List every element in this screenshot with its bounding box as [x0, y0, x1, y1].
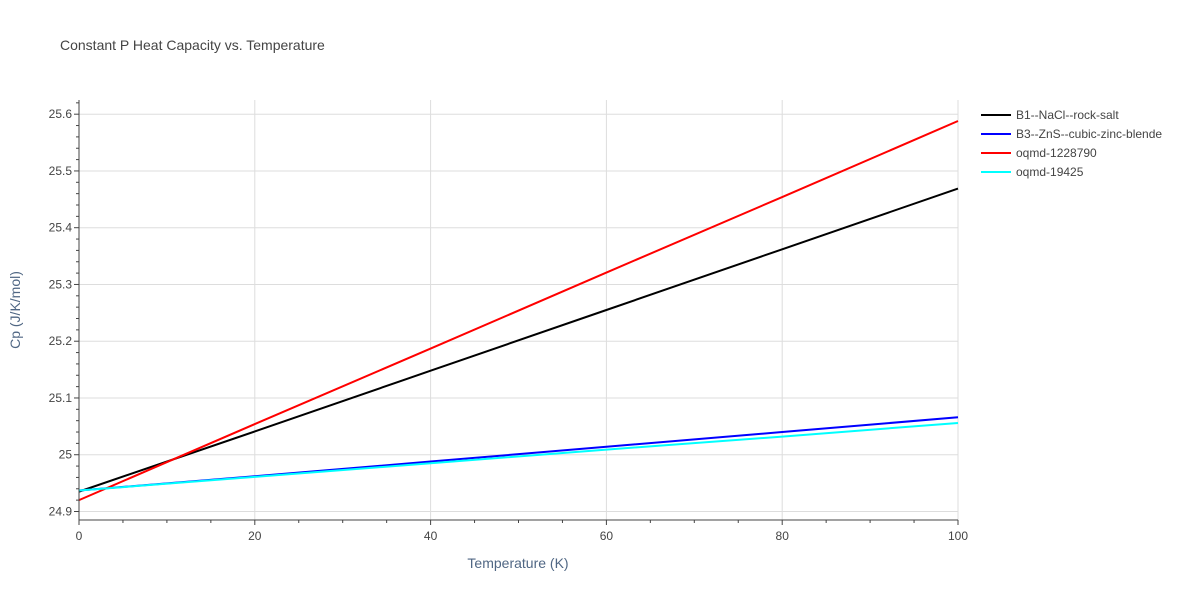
y-tick-label: 25: [59, 448, 73, 462]
y-tick-label: 25.3: [49, 277, 73, 291]
series-line-2: [78, 120, 959, 502]
x-tick-label: 20: [248, 529, 262, 543]
legend-label: oqmd-1228790: [1016, 146, 1097, 160]
series-line-3: [78, 421, 959, 492]
y-tick-label: 25.5: [49, 164, 73, 178]
legend-item-1[interactable]: B3--ZnS--cubic-zinc-blende: [981, 127, 1162, 141]
x-tick-label: 40: [424, 529, 438, 543]
y-tick-label: 25.1: [49, 391, 73, 405]
legend-item-3[interactable]: oqmd-19425: [981, 165, 1084, 179]
legend-label: B3--ZnS--cubic-zinc-blende: [1016, 127, 1162, 141]
chart-title: Constant P Heat Capacity vs. Temperature: [60, 37, 325, 53]
x-tick-label: 0: [76, 529, 83, 543]
axes: 0 20 40 60 80 100 24.9 25 25.1 25.2 25.3 25.4 25.5 25…: [49, 100, 968, 543]
series-line-0: [78, 187, 959, 493]
y-axis-title: Cp (J/K/mol): [7, 271, 23, 349]
legend-label: oqmd-19425: [1016, 165, 1084, 179]
legend-label: B1--NaCl--rock-salt: [1016, 108, 1119, 122]
x-tick-label: 60: [600, 529, 614, 543]
series-lines: [78, 120, 959, 502]
x-tick-label: 100: [948, 529, 968, 543]
legend-item-2[interactable]: oqmd-1228790: [981, 146, 1097, 160]
x-axis-title: Temperature (K): [467, 555, 568, 571]
y-tick-label: 25.2: [49, 334, 73, 348]
y-tick-label: 24.9: [49, 504, 73, 518]
legend[interactable]: B1--NaCl--rock-salt B3--ZnS--cubic-zinc-b…: [981, 108, 1162, 179]
y-tick-label: 25.6: [49, 107, 73, 121]
y-tick-label: 25.4: [49, 221, 73, 235]
x-tick-label: 80: [776, 529, 790, 543]
legend-item-0[interactable]: B1--NaCl--rock-salt: [981, 108, 1119, 122]
